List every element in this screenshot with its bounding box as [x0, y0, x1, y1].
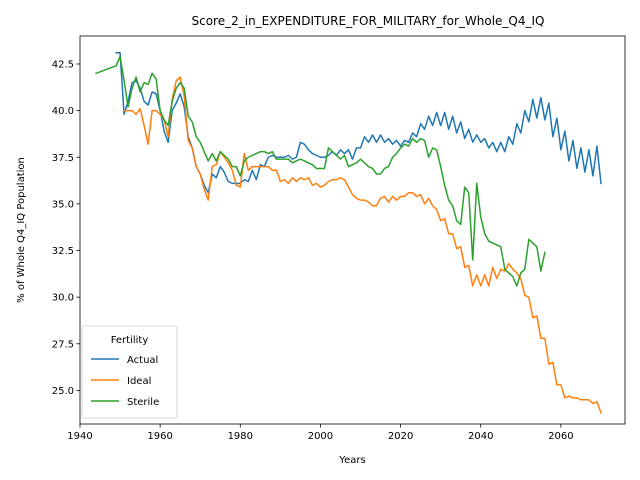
series-line-actual: [115, 52, 602, 194]
plot-frame: [79, 35, 626, 425]
x-axis: 1940 1960 1980 2000 2020 2040 2060: [67, 424, 574, 442]
x-axis-label: Years: [338, 455, 365, 466]
x-tick-label: 2000: [308, 431, 333, 442]
x-tick-label: 2020: [388, 431, 413, 442]
legend-label-sterile: Sterile: [127, 397, 159, 408]
legend: Fertility Actual Ideal Sterile: [81, 325, 178, 419]
series-line-ideal: [123, 76, 602, 414]
series-layer: [95, 52, 602, 414]
y-axis-label: % of Whole Q4_IQ Population: [16, 157, 27, 303]
y-tick-label: 35.0: [52, 199, 74, 210]
legend-label-ideal: Ideal: [127, 376, 151, 387]
y-axis: 25.0 27.5 30.0 32.5 35.0 37.5 40.0 42.5: [52, 59, 80, 397]
y-tick-label: 42.5: [52, 59, 74, 70]
series-line-sterile: [95, 55, 546, 287]
chart-title: Score_2_in_EXPENDITURE_FOR_MILITARY_for_…: [192, 14, 545, 28]
x-tick-label: 2040: [468, 431, 493, 442]
y-tick-label: 27.5: [52, 339, 74, 350]
y-tick-label: 30.0: [52, 293, 74, 304]
x-tick-label: 2060: [548, 431, 573, 442]
x-tick-label: 1940: [67, 431, 92, 442]
y-tick-label: 37.5: [52, 153, 74, 164]
x-tick-label: 1960: [147, 431, 172, 442]
legend-label-actual: Actual: [127, 355, 158, 366]
y-tick-label: 25.0: [52, 386, 74, 397]
x-tick-label: 1980: [228, 431, 253, 442]
y-tick-label: 40.0: [52, 106, 74, 117]
y-tick-label: 32.5: [52, 246, 74, 257]
legend-box: [81, 325, 178, 419]
plot-area: [79, 35, 626, 425]
legend-title: Fertility: [111, 335, 149, 346]
